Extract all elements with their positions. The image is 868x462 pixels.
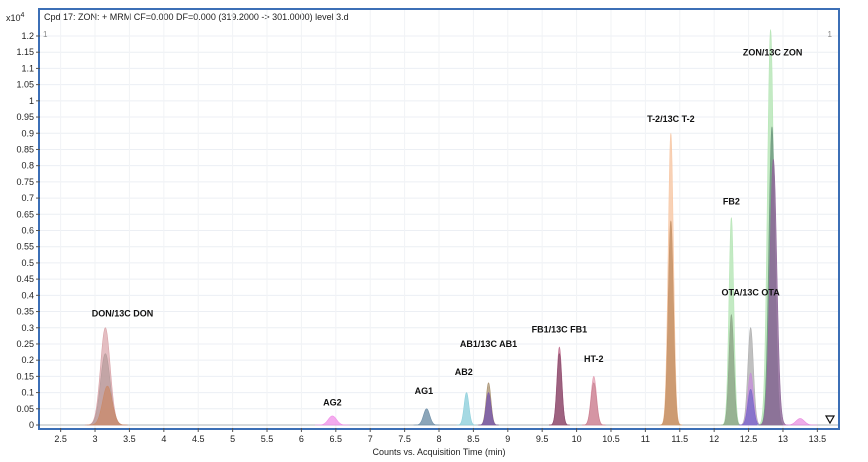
x-tick-label: 3.5 xyxy=(123,434,136,444)
chromatogram-peak xyxy=(456,392,477,426)
chromatogram-peak xyxy=(720,313,742,426)
peak-label: OTA/13C OTA xyxy=(722,287,781,297)
x-tick-label: 5 xyxy=(230,434,235,444)
x-tick-label: 13.5 xyxy=(809,434,827,444)
chromatogram-peak xyxy=(315,415,350,426)
y-tick-label: 0.3 xyxy=(21,323,34,333)
y-tick-label: 0.45 xyxy=(16,274,34,284)
x-tick-label: 10.5 xyxy=(602,434,620,444)
peak-label: FB2 xyxy=(723,197,740,207)
chromatogram-peak xyxy=(758,159,789,426)
y-multiplier-label: x104 xyxy=(6,12,25,23)
chromatogram-peak xyxy=(782,418,818,426)
y-tick-label: 0.95 xyxy=(16,112,34,122)
peak-label: T-2/13C T-2 xyxy=(647,114,695,124)
y-tick-label: 0.05 xyxy=(16,404,34,414)
y-tick-label: 1.2 xyxy=(21,31,34,41)
y-tick-label: 0.75 xyxy=(16,177,34,187)
y-tick-label: 1.15 xyxy=(16,47,34,57)
x-tick-label: 11 xyxy=(641,434,650,444)
x-tick-label: 8 xyxy=(436,434,441,444)
x-tick-label: 12.5 xyxy=(740,434,758,444)
y-tick-label: 0.5 xyxy=(21,258,34,268)
y-tick-label: 0.55 xyxy=(16,242,34,252)
y-tick-label: 0.65 xyxy=(16,209,34,219)
y-tick-label: 0.1 xyxy=(21,388,34,398)
y-tick-label: 1.05 xyxy=(16,80,34,90)
peak-label: AB2 xyxy=(455,367,473,377)
x-tick-label: 11.5 xyxy=(671,434,688,444)
corner-marker-right: 1 xyxy=(828,30,833,39)
x-tick-label: 4.5 xyxy=(192,434,205,444)
x-tick-label: 12 xyxy=(709,434,719,444)
peak-label: FB1/13C FB1 xyxy=(532,325,588,335)
x-tick-label: 6 xyxy=(299,434,304,444)
y-tick-label: 0.35 xyxy=(16,307,34,317)
peak-label: HT-2 xyxy=(584,354,604,364)
x-tick-label: 13 xyxy=(778,434,788,444)
y-tick-label: 0.15 xyxy=(16,371,34,381)
chromatogram-peak xyxy=(86,385,128,426)
chromatogram-peak xyxy=(413,408,440,426)
chart-title: Cpd 17: ZON: + MRM CF=0.000 DF=0.000 (31… xyxy=(44,12,349,22)
x-axis-label: Counts vs. Acquisition Time (min) xyxy=(372,447,505,457)
chromatogram-peak xyxy=(659,220,683,426)
x-tick-label: 7 xyxy=(368,434,373,444)
peak-label: AG2 xyxy=(323,398,342,408)
x-tick-label: 4 xyxy=(161,434,166,444)
range-end-marker xyxy=(824,415,836,425)
y-tick-label: 0.9 xyxy=(21,128,34,138)
y-tick-label: 0.7 xyxy=(21,193,34,203)
peaks-group xyxy=(84,29,818,426)
chromatogram-peak xyxy=(581,382,606,426)
x-tick-label: 5.5 xyxy=(261,434,274,444)
x-tick-label: 6.5 xyxy=(330,434,343,444)
chromatogram-peak xyxy=(738,388,763,426)
x-tick-label: 10 xyxy=(572,434,582,444)
peak-label: AG1 xyxy=(415,386,434,396)
y-tick-label: 0.85 xyxy=(16,144,34,154)
y-tick-label: 0 xyxy=(29,420,34,430)
x-tick-label: 9.5 xyxy=(536,434,549,444)
x-tick-label: 2.5 xyxy=(54,434,67,444)
y-tick-label: 0.8 xyxy=(21,161,34,171)
y-tick-label: 1.1 xyxy=(21,63,34,73)
x-tick-label: 9 xyxy=(505,434,510,444)
peak-label: DON/13C DON xyxy=(92,308,154,318)
peak-label: ZON/13C ZON xyxy=(743,47,803,57)
x-tick-label: 3 xyxy=(93,434,98,444)
y-tick-label: 1 xyxy=(29,96,34,106)
y-tick-label: 0.4 xyxy=(21,290,34,300)
corner-marker-left: 1 xyxy=(43,30,48,39)
peak-label: AB1/13C AB1 xyxy=(460,339,517,349)
x-tick-label: 8.5 xyxy=(467,434,480,444)
chromatogram-peak xyxy=(478,392,499,426)
x-tick-label: 7.5 xyxy=(398,434,411,444)
y-tick-label: 0.25 xyxy=(16,339,34,349)
y-tick-label: 0.6 xyxy=(21,226,34,236)
chromatogram-peak xyxy=(548,353,570,426)
y-tick-label: 0.2 xyxy=(21,355,34,365)
